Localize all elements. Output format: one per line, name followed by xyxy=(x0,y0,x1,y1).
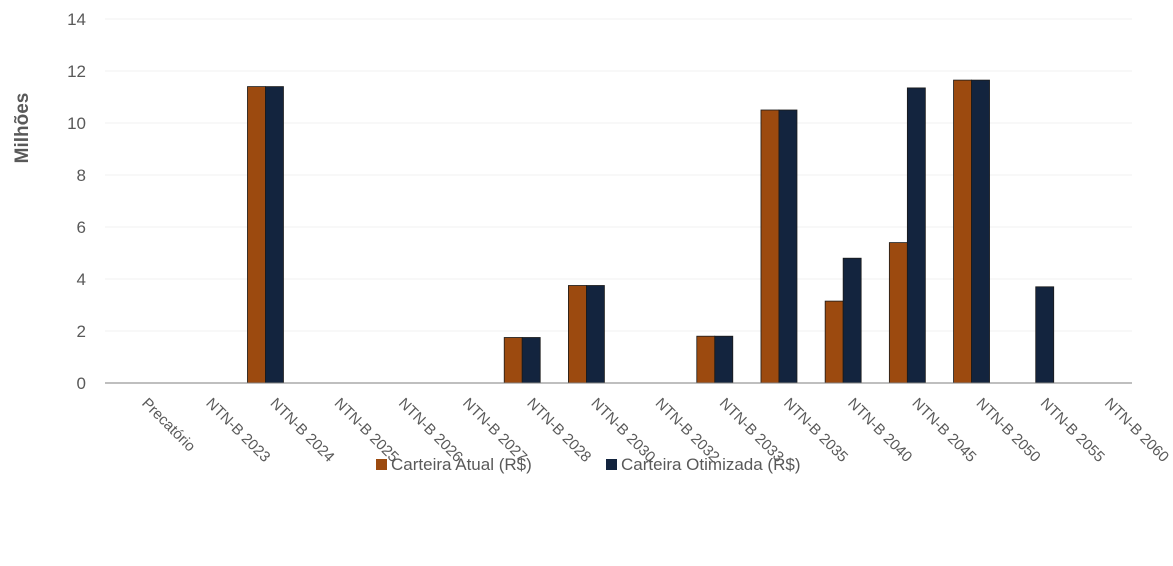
bar-otimizada-6 xyxy=(521,337,541,384)
bar-otimizada-14 xyxy=(1035,286,1055,384)
x-category-label: NTN-B 2023 xyxy=(202,395,273,466)
y-tick-label: 2 xyxy=(77,322,86,341)
bar-atual-10 xyxy=(760,109,780,384)
bar-atual-12 xyxy=(888,242,908,384)
bars xyxy=(247,79,1055,384)
bar-atual-6 xyxy=(503,337,523,384)
bar-otimizada-2 xyxy=(265,86,284,384)
y-axis-label: Milhões xyxy=(12,93,33,164)
bar-otimizada-10 xyxy=(778,109,798,384)
x-category-label: NTN-B 2055 xyxy=(1037,395,1108,466)
bar-atual-13 xyxy=(953,79,972,384)
y-tick-label: 4 xyxy=(77,270,86,289)
bar-atual-7 xyxy=(568,285,587,384)
bar-atual-9 xyxy=(696,335,716,384)
bar-otimizada-11 xyxy=(842,257,862,384)
x-category-label: NTN-B 2040 xyxy=(844,395,915,466)
x-category-label: NTN-B 2060 xyxy=(1101,395,1172,466)
x-category-label: NTN-B 2028 xyxy=(523,395,594,466)
y-tick-label: 10 xyxy=(67,114,86,133)
bar-atual-11 xyxy=(824,300,844,384)
legend-entry: Carteira Otimizada (R$) xyxy=(621,455,801,474)
bar-otimizada-12 xyxy=(906,87,926,384)
legend-swatch xyxy=(606,459,617,470)
y-tick-label: 6 xyxy=(77,218,86,237)
legend: Carteira Atual (R$) Carteira Otimizada (R… xyxy=(376,455,801,474)
bar-otimizada-9 xyxy=(714,335,734,384)
y-tick-label: 14 xyxy=(67,10,86,29)
y-tick-label: 0 xyxy=(77,374,86,393)
bar-atual-2 xyxy=(247,86,266,384)
x-category-label: Precatório xyxy=(138,395,198,455)
x-category-label: NTN-B 2045 xyxy=(909,395,980,466)
y-tick-label: 12 xyxy=(67,62,86,81)
x-category-label: NTN-B 2024 xyxy=(267,395,338,466)
y-axis-ticks: 0 2 4 6 8 10 12 14 xyxy=(67,10,86,393)
x-category-label: NTN-B 2050 xyxy=(973,395,1044,466)
legend-entry: Carteira Atual (R$) xyxy=(391,455,532,474)
bar-otimizada-7 xyxy=(586,285,605,384)
bar-otimizada-13 xyxy=(971,79,990,384)
y-tick-label: 8 xyxy=(77,166,86,185)
legend-swatch xyxy=(376,459,387,470)
